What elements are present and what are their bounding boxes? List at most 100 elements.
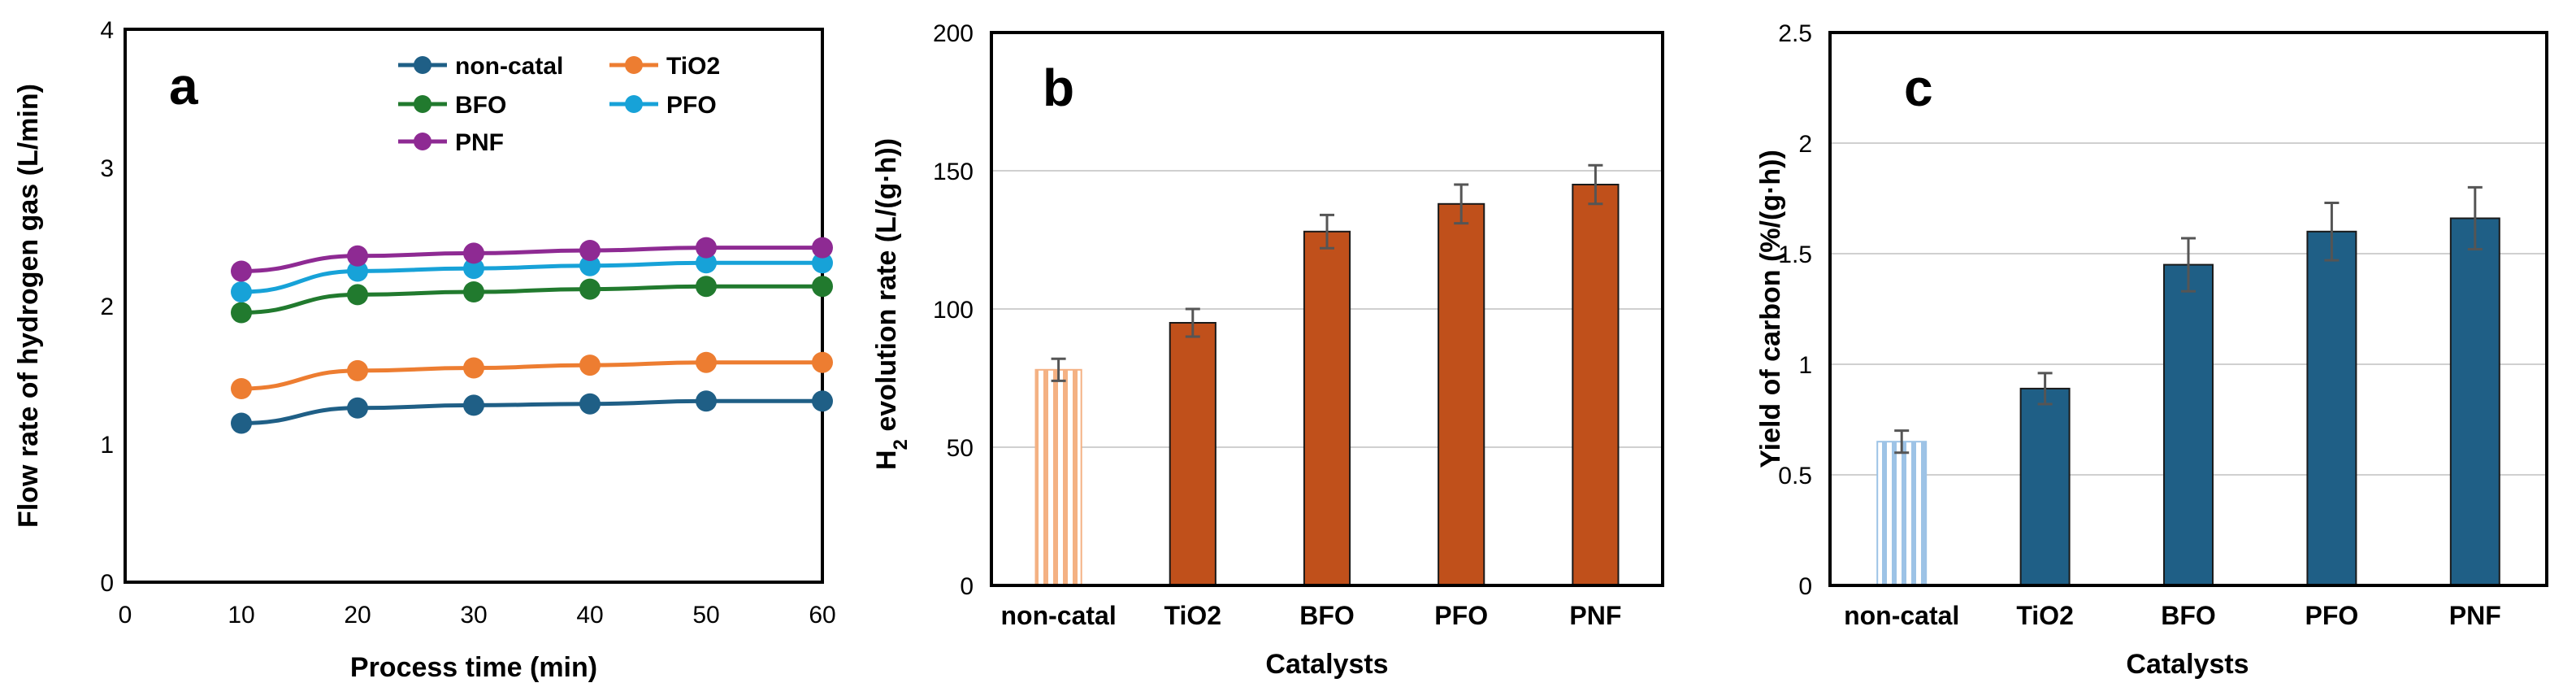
chart-c-category-label: non-catal (1844, 601, 1959, 630)
chart-c-y-tick-label: 1 (1798, 352, 1812, 379)
data-point-pnf (347, 245, 368, 267)
series-line-tio2 (241, 360, 822, 391)
chart-b-y-tick-label: 0 (960, 573, 974, 600)
chart-b-x-axis-title: Catalysts (1265, 649, 1388, 680)
data-point-pfo (579, 254, 601, 276)
chart-a-x-tick-label: 40 (576, 602, 603, 629)
chart-c-category-label: PFO (2305, 601, 2359, 630)
chart-b-plot-frame (990, 31, 1664, 587)
data-point-bfo (696, 276, 717, 298)
chart-a-panel-letter: a (169, 57, 198, 115)
chart-c-bar-pfo (2306, 230, 2357, 586)
chart-a-y-tick-label: 4 (100, 17, 114, 44)
chart-a-y-tick-label: 1 (100, 432, 114, 459)
chart-c-y-tick-label: 2 (1798, 131, 1812, 158)
legend-marker-tio2 (625, 56, 643, 74)
data-point-non-catal (347, 397, 368, 419)
data-point-bfo (463, 281, 484, 302)
chart-b-bar-bfo (1303, 230, 1351, 586)
chart-c-panel-letter: c (1904, 59, 1933, 117)
data-point-tio2 (696, 351, 717, 373)
chart-b-y-tick-label: 200 (933, 20, 974, 47)
chart-b-category-label: non-catal (1000, 601, 1116, 630)
chart-a-x-tick-label: 30 (460, 602, 487, 629)
chart-a-x-tick-label: 20 (344, 602, 371, 629)
data-point-non-catal (579, 393, 601, 415)
chart-c-plot-frame (1828, 31, 2548, 587)
data-point-non-catal (463, 394, 484, 416)
chart-a-plot-frame (124, 28, 824, 584)
chart-c-y-tick-label: 2.5 (1778, 20, 1812, 47)
data-point-tio2 (463, 357, 484, 379)
legend-label-pnf: PNF (455, 129, 504, 156)
series-line-bfo (241, 284, 822, 315)
chart-c-bar-pnf (2449, 217, 2500, 586)
legend-marker-non-catal (414, 56, 432, 74)
data-point-tio2 (579, 355, 601, 376)
chart-c-y-tick-label: 0 (1798, 573, 1812, 600)
data-point-tio2 (231, 378, 252, 399)
data-point-non-catal (696, 390, 717, 412)
data-point-pfo (347, 260, 368, 282)
data-point-pfo (463, 258, 484, 280)
data-point-pfo (812, 252, 833, 274)
data-point-pnf (812, 237, 833, 259)
data-point-tio2 (347, 359, 368, 381)
legend-label-pfo: PFO (666, 92, 717, 119)
legend-marker-pnf (414, 133, 432, 150)
data-point-tio2 (812, 351, 833, 373)
chart-a-y-axis-title: Flow rate of hydrogen gas (L/min) (13, 84, 44, 528)
chart-c-bar-bfo (2163, 263, 2214, 586)
chart-a-x-tick-label: 60 (809, 602, 835, 629)
chart-b-bar-pnf (1572, 184, 1620, 586)
chart-a-y-tick-label: 0 (100, 570, 114, 597)
chart-a-y-tick-label: 2 (100, 294, 114, 320)
chart-c-bar-tio2 (2019, 387, 2071, 587)
data-point-bfo (231, 302, 252, 324)
legend-label-tio2: TiO2 (666, 53, 720, 80)
chart-c-category-label: BFO (2161, 601, 2216, 630)
chart-a-x-tick-label: 10 (228, 602, 254, 629)
chart-b-y-tick-label: 150 (933, 159, 974, 185)
chart-a-x-tick-label: 50 (692, 602, 719, 629)
chart-b-y-tick-label: 100 (933, 297, 974, 324)
legend-marker-pfo (625, 95, 643, 113)
data-point-bfo (347, 284, 368, 306)
chart-b-category-label: BFO (1299, 601, 1355, 630)
chart-b-bar-pfo (1438, 202, 1485, 587)
legend-label-bfo: BFO (455, 92, 506, 119)
legend-marker-bfo (414, 95, 432, 113)
chart-b-category-label: PFO (1434, 601, 1488, 630)
chart-b-bar-tio2 (1169, 322, 1216, 586)
data-point-pnf (463, 242, 484, 264)
chart-a-x-axis-title: Process time (min) (350, 652, 597, 683)
chart-b-panel-letter: b (1043, 59, 1074, 117)
chart-a-legend: non-catal TiO2 BFO PFO PNF (398, 53, 720, 156)
chart-c-y-axis-title: Yield of carbon (%/(g·h)) (1755, 150, 1786, 468)
chart-b-category-label: PNF (1569, 601, 1621, 630)
chart-c-bar-non-catal (1876, 441, 1928, 587)
chart-a-x-tick-label: 0 (119, 602, 132, 629)
chart-c-category-label: TiO2 (2016, 601, 2074, 630)
data-point-non-catal (812, 390, 833, 412)
chart-b-y-axis-title: H2 evolution rate (L/(g·h)) (871, 138, 912, 470)
chart-c-category-label: PNF (2449, 601, 2501, 630)
chart-b-y-tick-label: 50 (947, 435, 974, 462)
data-point-pnf (579, 240, 601, 261)
data-point-pfo (231, 281, 252, 302)
chart-c-x-axis-title: Catalysts (2126, 649, 2249, 680)
legend-label-non-catal: non-catal (455, 53, 563, 80)
chart-b: 0 50 100 150 200 non-catal TiO2 BFO PFO PNF b Cat… (871, 20, 1664, 680)
chart-a-y-tick-label: 3 (100, 155, 114, 182)
chart-c-y-tick-label: 0.5 (1778, 463, 1812, 489)
data-point-pnf (231, 260, 252, 282)
data-point-pnf (696, 237, 717, 259)
data-point-bfo (579, 278, 601, 300)
data-point-pfo (696, 252, 717, 274)
data-point-bfo (812, 276, 833, 298)
series-line-non-catal (241, 398, 823, 425)
chart-c: 0 0.5 1 1.5 2 2.5 non-catal TiO2 BFO PFO PNF c Cat… (1755, 20, 2548, 680)
chart-b-category-label: TiO2 (1164, 601, 1222, 630)
